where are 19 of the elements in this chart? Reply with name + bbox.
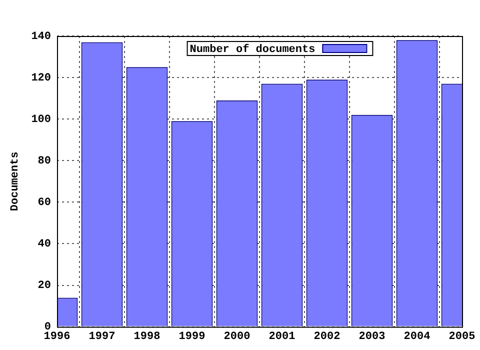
y-tick-label: 20: [38, 280, 52, 292]
x-tick-label: 1999: [178, 331, 206, 344]
x-tick-label: 1997: [88, 331, 116, 344]
y-tick-label: 40: [38, 238, 52, 250]
legend-label: Number of documents: [190, 42, 316, 56]
y-tick-label: 100: [31, 114, 52, 126]
y-tick-label: 140: [31, 30, 52, 43]
x-tick-label: 2004: [404, 331, 431, 344]
x-tick-label: 2000: [224, 331, 250, 344]
y-tick-label: 60: [38, 196, 52, 209]
y-tick-label: 120: [31, 72, 52, 84]
x-tick-label: 1996: [44, 331, 70, 344]
x-tick-label: 2003: [358, 331, 386, 344]
x-tick-label: 2005: [448, 331, 476, 344]
x-tick-label: 1998: [134, 331, 161, 344]
x-tick-label: 2002: [314, 331, 340, 344]
y-axis-title: Documents: [9, 152, 22, 212]
x-tick-label: 2001: [268, 331, 296, 344]
y-tick-label: 80: [38, 155, 52, 168]
